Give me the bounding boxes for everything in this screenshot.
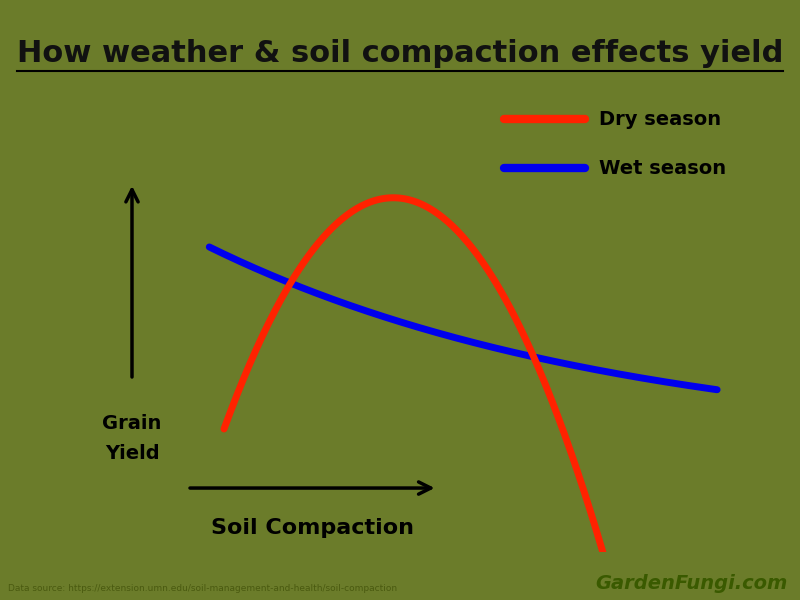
Text: Grain: Grain [102, 414, 162, 433]
Text: Dry season: Dry season [599, 110, 722, 128]
Text: Yield: Yield [105, 444, 159, 463]
Text: How weather & soil compaction effects yield: How weather & soil compaction effects yi… [17, 39, 783, 68]
Text: Data source: https://extension.umn.edu/soil-management-and-health/soil-compactio: Data source: https://extension.umn.edu/s… [8, 584, 397, 593]
Text: GardenFungi.com: GardenFungi.com [596, 574, 788, 593]
Text: Soil Compaction: Soil Compaction [211, 518, 414, 538]
Text: Wet season: Wet season [599, 159, 726, 178]
